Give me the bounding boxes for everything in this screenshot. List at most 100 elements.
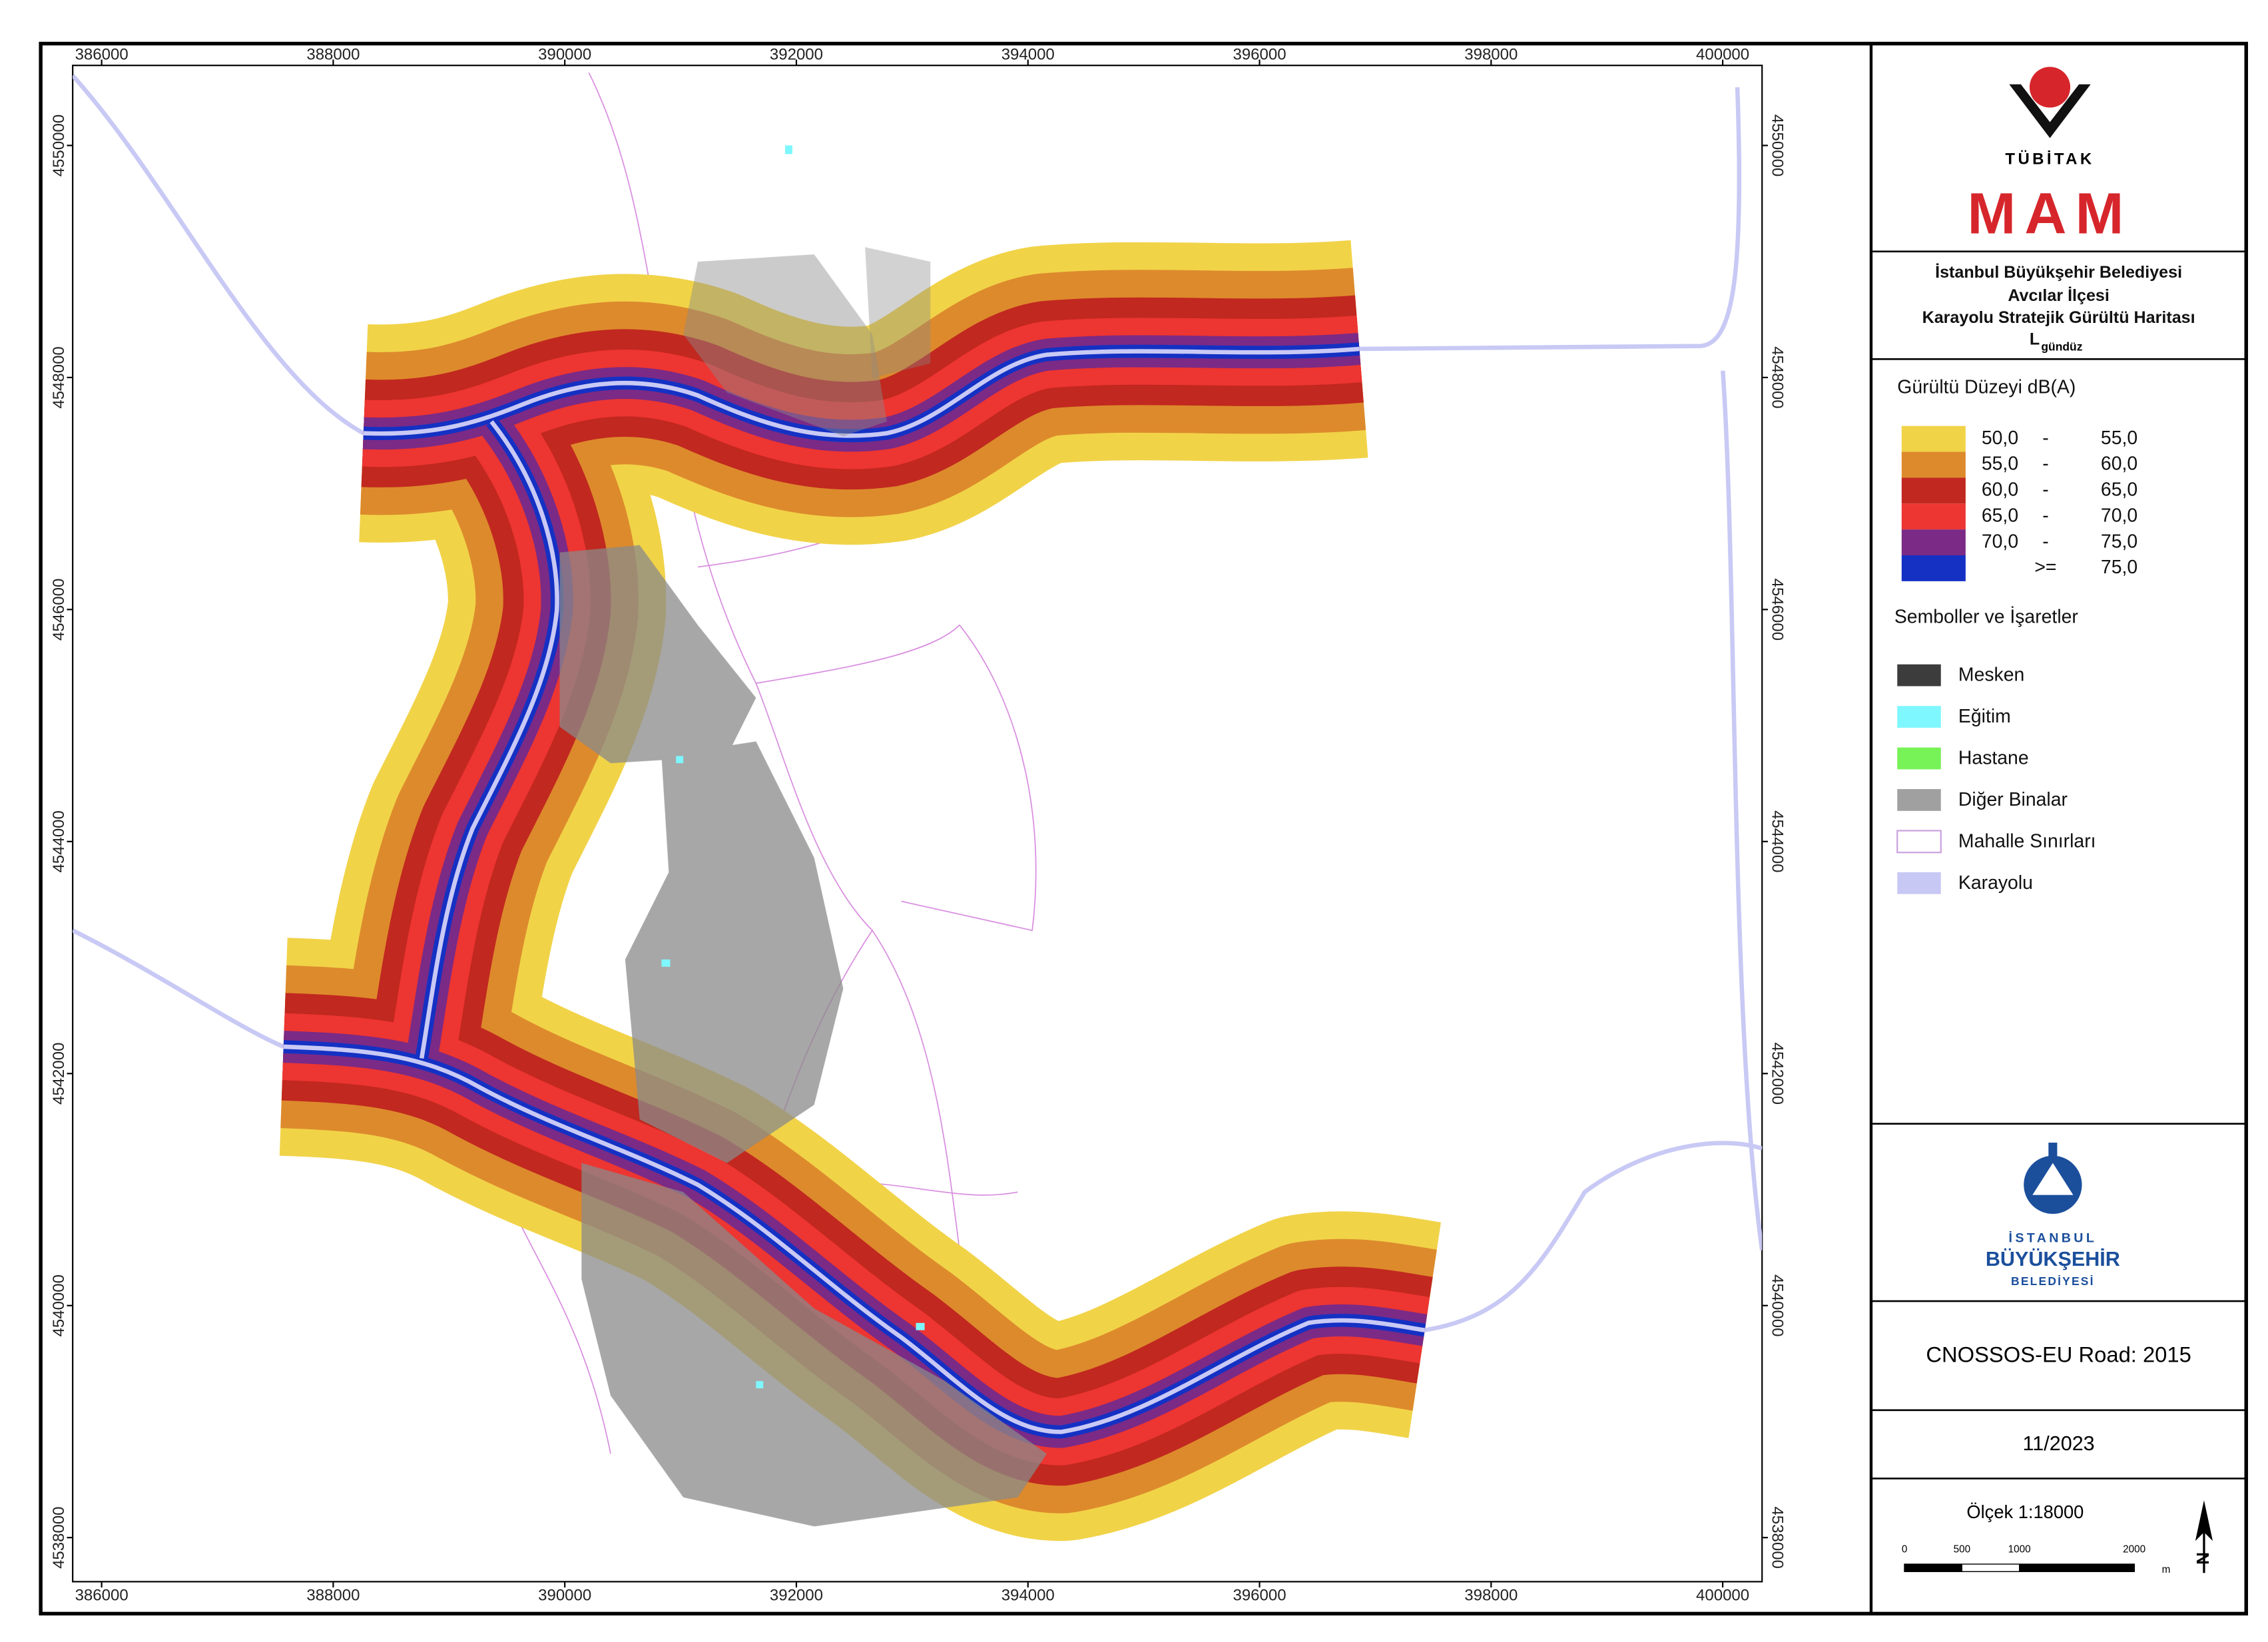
symbol-swatch [1897, 664, 1941, 686]
legend-title: Gürültü Düzeyi dB(A) [1897, 376, 2076, 398]
y-tick-label: 4550000 [1769, 115, 1787, 176]
legend-high: 75,0 [2101, 557, 2137, 578]
title-line: İstanbul Büyükşehir Belediyesi [1935, 263, 2182, 282]
scale-bar: 0 500 1000 2000 m [1902, 1543, 2170, 1575]
scale-tick-label: 500 [1954, 1543, 1970, 1555]
outer-roads [73, 74, 1763, 1332]
indicator-sub: gündüz [2041, 340, 2082, 353]
x-tick-label: 388000 [306, 1587, 360, 1605]
motorway [419, 420, 559, 1059]
scale-segment [2019, 1563, 2135, 1572]
y-tick-label: 4548000 [1769, 346, 1787, 408]
symbol-swatch [1897, 789, 1941, 811]
y-tick-label: 4542000 [50, 1043, 68, 1105]
scale-segment [1904, 1563, 1962, 1572]
side-panel [1869, 42, 2248, 1615]
symbols-title: Semboller ve İşaretler [1894, 606, 2078, 627]
legend-high: 70,0 [2101, 505, 2137, 526]
y-tick-label: 4538000 [50, 1506, 68, 1568]
tubitak-logo: TÜBİTAK MAM [1968, 67, 2133, 246]
legend-sep: - [2042, 531, 2048, 552]
legend: 50,0 - 55,0 55,0 - 60,0 60,0 - 65,0 65,0 - 70,0 70,0… [1896, 425, 2137, 894]
scale-unit: m [2162, 1564, 2171, 1575]
symbol-label: Eğitim [1958, 706, 2011, 727]
y-tick-label: 4550000 [50, 115, 68, 176]
x-tick-label: 392000 [770, 45, 823, 63]
symbol-swatch [1896, 830, 1942, 854]
x-tick-label: 400000 [1696, 1587, 1749, 1605]
scale-tick-label: 0 [1902, 1543, 1908, 1555]
legend-high: 55,0 [2101, 427, 2137, 449]
ibb-line: BÜYÜKŞEHİR [1986, 1247, 2120, 1270]
x-tick-label: 386000 [75, 45, 129, 63]
indicator: L [2030, 330, 2040, 349]
legend-swatch [1901, 477, 1966, 504]
x-tick-label: 394000 [1001, 45, 1055, 63]
scale-tick-label: 1000 [2008, 1543, 2031, 1555]
legend-sep: >= [2034, 557, 2056, 578]
coordinate-ticks: 386000 386000 388000 388000 390000 390000 3920… [50, 45, 1787, 1604]
title-line: Karayolu Stratejik Gürültü Haritası [1922, 308, 2195, 327]
scale-label: Ölçek 1:18000 [1966, 1502, 2084, 1522]
date-text: 11/2023 [2023, 1432, 2095, 1455]
legend-high: 75,0 [2101, 531, 2137, 552]
symbol-swatch [1897, 872, 1941, 894]
motorway [283, 1044, 1426, 1434]
y-tick-label: 4540000 [50, 1274, 68, 1336]
y-tick-label: 4546000 [50, 579, 68, 641]
x-tick-label: 388000 [306, 45, 360, 63]
y-tick-label: 4544000 [1769, 810, 1787, 872]
legend-sep: - [2042, 427, 2048, 449]
scale-segment [1961, 1563, 2020, 1572]
x-tick-label: 386000 [75, 1587, 129, 1605]
scale-tick-label: 2000 [2123, 1543, 2145, 1555]
legend-sep: - [2042, 453, 2048, 475]
x-tick-label: 390000 [538, 1587, 591, 1605]
legend-low: 50,0 [1982, 427, 2018, 449]
x-tick-label: 392000 [770, 1587, 823, 1605]
legend-high: 60,0 [2101, 453, 2137, 475]
legend-low: 55,0 [1982, 453, 2018, 475]
y-tick-label: 4548000 [50, 346, 68, 408]
legend-swatch [1901, 503, 1966, 530]
legend-low: 65,0 [1982, 505, 2018, 526]
symbol-label: Hastane [1958, 748, 2029, 769]
legend-sep: - [2042, 479, 2048, 501]
tubitak-text: TÜBİTAK [2005, 150, 2094, 168]
model-text: CNOSSOS-EU Road: 2015 [1926, 1342, 2191, 1367]
ibb-line: BELEDİYESİ [2011, 1274, 2095, 1288]
motorway [363, 346, 1360, 438]
x-tick-label: 396000 [1233, 1587, 1286, 1605]
legend-sep: - [2042, 505, 2048, 526]
title-line: Avcılar İlçesi [2008, 286, 2110, 305]
y-tick-label: 4546000 [1769, 579, 1787, 641]
north-label: N [2193, 1552, 2213, 1565]
y-tick-label: 4542000 [1769, 1043, 1787, 1105]
symbol-swatch [1897, 747, 1941, 770]
legend-low: 70,0 [1982, 531, 2018, 552]
symbol-label: Diğer Binalar [1958, 789, 2068, 810]
symbol-swatch [1897, 706, 1941, 728]
legend-low: 60,0 [1982, 479, 2018, 501]
noise-bands [279, 240, 1442, 1541]
x-tick-label: 394000 [1001, 1587, 1055, 1605]
y-tick-label: 4544000 [50, 810, 68, 872]
buildings [559, 247, 1047, 1527]
mam-text: MAM [1968, 181, 2133, 246]
symbol-label: Mesken [1958, 665, 2024, 686]
north-arrow: N [2193, 1500, 2213, 1573]
map-content [73, 72, 1763, 1541]
x-tick-label: 400000 [1696, 45, 1749, 63]
ibb-logo: İSTANBUL BÜYÜKŞEHİR BELEDİYESİ [1986, 1143, 2120, 1288]
x-tick-label: 398000 [1464, 1587, 1518, 1605]
education-buildings [661, 145, 925, 1389]
legend-swatch [1901, 529, 1966, 556]
y-tick-label: 4538000 [1769, 1506, 1787, 1568]
ibb-line: İSTANBUL [2009, 1230, 2098, 1245]
legend-high: 65,0 [2101, 479, 2137, 501]
x-tick-label: 398000 [1464, 45, 1518, 63]
symbol-label: Karayolu [1958, 872, 2033, 894]
symbol-label: Mahalle Sınırları [1958, 830, 2096, 852]
